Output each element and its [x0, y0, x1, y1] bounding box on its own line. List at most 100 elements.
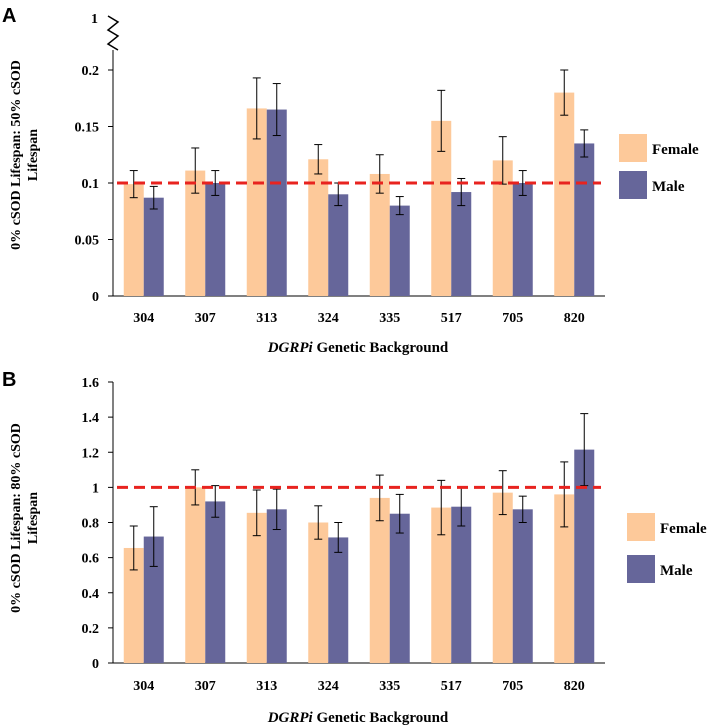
panel-b-x-tick-label: 307: [195, 679, 216, 694]
panel-b-error-bar-female-335: [375, 474, 384, 522]
panel-a-axis-break-mark: [106, 15, 120, 51]
panel-b-error-bar-female-705: [498, 470, 507, 516]
panel-a-y-axis-label-line1: 0% cSOD Lifespan: 50% cSOD: [9, 60, 24, 250]
panel-a-label: A: [2, 5, 16, 27]
panel-b-error-bar-male-335: [395, 493, 404, 534]
panel-b-error-bar-male-313: [272, 488, 281, 531]
panel-a-x-axis-label: DGRPi Genetic Background: [267, 340, 449, 356]
panel-a-error-bar-male-820: [580, 129, 589, 158]
panel-b-y-axis-label-line2: Lifespan: [26, 492, 41, 544]
panel-b-x-axis-label-italic: DGRPi: [267, 710, 314, 726]
panel-b-label: B: [2, 369, 16, 391]
panel-a-error-bar-male-335: [395, 196, 404, 216]
panel-b-x-tick-label: 304: [133, 679, 154, 694]
panel-b-x-tick-label: 705: [502, 679, 523, 694]
panel-b-bar-male-517: [451, 506, 472, 663]
panel-a-bar-female-307: [185, 170, 206, 296]
panel-b-bar-female-820: [554, 494, 575, 663]
panel-b-bar-female-304: [123, 547, 144, 663]
panel-b-y-tick-label: 0.2: [82, 622, 100, 637]
panel-a: A 0% cSOD Lifespan: 50% cSOD Lifespan 1 …: [2, 5, 699, 356]
panel-b-bar-male-324: [328, 537, 349, 663]
panel-a-y-tick-label: 0.1: [82, 177, 100, 192]
panel-b-bar-female-313: [246, 512, 267, 663]
panel-a-error-bar-male-705: [518, 170, 527, 196]
panel-b-error-bar-female-313: [252, 489, 261, 537]
panel-a-y-tick-label: 0: [92, 290, 99, 305]
panel-b-y-ticks: 0 0.2 0.4 0.6 0.8 1 1.2 1.4 1.6: [82, 376, 113, 672]
panel-a-error-bar-female-304: [129, 170, 138, 199]
panel-b-legend-male-swatch: [627, 555, 655, 583]
panel-b-bar-male-307: [205, 501, 226, 663]
panel-b-bar-female-517: [431, 507, 452, 663]
panel-b-bar-female-705: [492, 492, 513, 663]
panel-a-bar-male-324: [328, 194, 349, 296]
panel-a-bar-female-820: [554, 92, 575, 296]
panel-a-bar-female-335: [369, 173, 390, 296]
panel-a-bar-male-820: [574, 143, 595, 296]
panel-a-y-tick-label: 0.2: [82, 64, 100, 79]
panel-a-bar-male-705: [512, 183, 533, 296]
panel-a-x-axis-label-italic: DGRPi: [267, 340, 314, 356]
panel-b-y-axis-label: 0% cSOD Lifespan: 80% cSOD Lifespan: [9, 423, 41, 613]
panel-b-error-bar-male-324: [334, 522, 343, 553]
panel-a-x-tick-label: 304: [133, 311, 154, 326]
panel-a-error-bar-male-307: [211, 170, 220, 196]
panel-a-x-tick-label: 307: [195, 311, 216, 326]
panel-a-error-bar-female-820: [560, 69, 569, 116]
panel-b-error-bar-female-820: [560, 461, 569, 528]
panel-b-y-tick-label: 1.4: [82, 411, 100, 426]
panel-b-bar-male-820: [574, 449, 595, 663]
panel-b-y-tick-label: 0: [92, 657, 99, 672]
panel-b-bar-male-705: [512, 509, 533, 663]
panel-a-bar-male-307: [205, 183, 226, 296]
panel-b-error-bar-male-705: [518, 495, 527, 523]
panel-a-bar-male-304: [143, 197, 164, 296]
panel-a-bar-female-517: [431, 120, 452, 296]
panel-b-error-bar-male-304: [149, 506, 158, 567]
panel-b-bar-male-335: [389, 513, 410, 663]
panel-a-bars: [123, 69, 595, 296]
panel-a-bar-male-517: [451, 192, 472, 296]
panel-b-error-bar-male-307: [211, 485, 220, 518]
panel-b-error-bar-male-820: [580, 413, 589, 487]
panel-b-x-tick-label: 820: [564, 679, 585, 694]
panel-a-legend-male-swatch: [619, 171, 647, 199]
panel-b-bar-male-313: [266, 509, 287, 663]
panel-a-legend-female-label: Female: [652, 142, 699, 158]
panel-a-y-tick-label: 0.15: [75, 121, 100, 136]
panel-a-x-ticks: 304 307 313 324 335 517 705 820: [133, 311, 585, 326]
panel-b-y-tick-label: 1: [92, 481, 99, 496]
panel-b-legend-female-label: Female: [660, 521, 707, 537]
panel-b-bars: [123, 413, 595, 663]
panel-b-bar-female-335: [369, 497, 390, 663]
panel-b-bar-female-324: [308, 522, 329, 663]
panel-b-legend: Female Male: [627, 513, 707, 583]
panel-a-x-axis-label-rest: Genetic Background: [313, 340, 449, 356]
panel-b-y-tick-label: 0.8: [82, 517, 100, 532]
panel-b-x-axis-label-rest: Genetic Background: [313, 710, 449, 726]
panel-b-legend-male-label: Male: [660, 563, 693, 579]
panel-a-y-tick-label: 0.05: [75, 234, 100, 249]
panel-a-bar-male-335: [389, 205, 410, 296]
panel-b: B 0% cSOD Lifespan: 80% cSOD Lifespan 0 0…: [2, 369, 707, 726]
panel-a-error-bar-female-517: [437, 89, 446, 152]
panel-a-error-bar-male-304: [149, 185, 158, 210]
panel-a-y-ticks: 0 0.05 0.1 0.15 0.2: [75, 64, 113, 305]
panel-a-x-tick-label: 705: [502, 311, 523, 326]
panel-a-axis-break-tick-label: 1: [91, 12, 98, 27]
panel-a-y-axis-label: 0% cSOD Lifespan: 50% cSOD Lifespan: [9, 60, 41, 250]
panel-a-bar-female-705: [492, 160, 513, 296]
panel-a-error-bar-female-335: [375, 154, 384, 194]
panel-a-legend-female-swatch: [619, 134, 647, 162]
panel-a-legend-male-label: Male: [652, 179, 685, 195]
panel-a-legend: Female Male: [619, 134, 699, 199]
panel-b-x-tick-label: 324: [318, 679, 339, 694]
panel-b-x-tick-label: 335: [379, 679, 400, 694]
panel-b-x-tick-label: 313: [256, 679, 277, 694]
panel-b-error-bar-female-517: [437, 479, 446, 536]
panel-a-x-tick-label: 324: [318, 311, 339, 326]
panel-a-error-bar-female-313: [252, 77, 261, 140]
panel-a-y-axis-label-line2: Lifespan: [26, 129, 41, 181]
